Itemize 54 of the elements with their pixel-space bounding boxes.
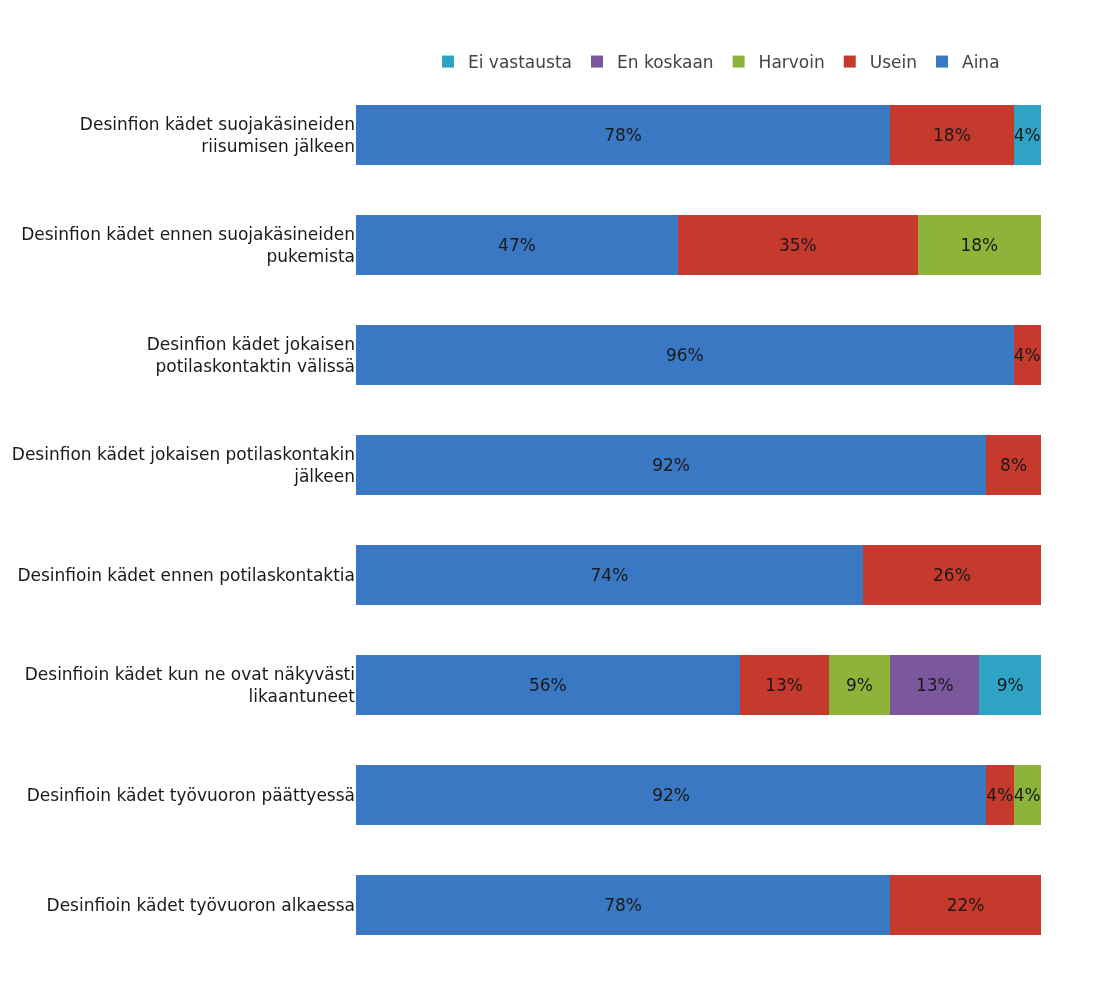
bar	[828, 654, 891, 716]
bar	[739, 654, 829, 716]
data-label: 18%	[933, 125, 971, 145]
data-label: 56%	[528, 675, 567, 695]
y-tick-label: Desinfion kädet jokaisen potilaskontaktin välissä	[146, 333, 355, 376]
y-tick-label: Desinfioin kädet työvuoron päättyessä	[26, 784, 355, 805]
data-label: 26%	[933, 565, 971, 585]
data-label: 18%	[960, 235, 999, 255]
bar	[356, 544, 863, 606]
data-label: 78%	[604, 125, 643, 145]
bar	[356, 764, 987, 826]
bar	[677, 214, 918, 276]
bar	[917, 214, 1041, 276]
data-label: 4%	[1013, 125, 1041, 145]
y-tick-label: Desinfioin kädet kun ne ovat näkyvästi likaantuneet	[24, 663, 356, 706]
legend-label: Usein	[869, 52, 918, 73]
y-tick-label: Desinfioin kädet työvuoron alkaessa	[46, 894, 355, 915]
data-label: 9%	[845, 675, 873, 695]
data-label: 8%	[1000, 455, 1028, 475]
data-label: 4%	[1013, 785, 1041, 805]
data-label: 74%	[590, 565, 629, 585]
bar	[890, 104, 1014, 166]
legend-label: Ei vastausta	[468, 52, 573, 73]
data-label: 22%	[946, 895, 985, 915]
y-tick-label: Desinfion kädet jokaisen potilaskontakin jälkeen	[11, 443, 355, 486]
bar	[862, 544, 1041, 606]
bar	[986, 764, 1014, 826]
bar	[890, 874, 1041, 936]
legend-label: Aina	[962, 52, 1000, 73]
y-tick-label: Desinfioin kädet ennen potilaskontaktia	[17, 564, 355, 585]
bar	[986, 434, 1041, 496]
y-tick-label: Desinfion kädet ennen suojakäsineiden pukemista	[21, 223, 355, 266]
legend-label: Harvoin	[758, 52, 825, 73]
data-label: 4%	[1013, 345, 1041, 365]
bar	[356, 874, 891, 936]
y-tick-label: Desinfion kädet suojakäsineiden riisumisen jälkeen	[79, 113, 355, 156]
data-label: 96%	[665, 345, 704, 365]
data-label: 13%	[915, 675, 954, 695]
data-label: 4%	[986, 785, 1014, 805]
legend-label: En koskaan	[617, 52, 714, 73]
bar	[979, 654, 1041, 716]
bar	[356, 214, 678, 276]
data-label: 35%	[778, 235, 817, 255]
data-label: 92%	[652, 785, 690, 805]
data-label: 47%	[498, 235, 536, 255]
data-label: 78%	[604, 895, 643, 915]
bar	[356, 324, 1014, 386]
bar	[356, 434, 987, 496]
bar	[356, 654, 740, 716]
bar	[890, 654, 980, 716]
data-label: 92%	[652, 455, 690, 475]
data-label: 13%	[765, 675, 803, 695]
bar	[356, 104, 891, 166]
data-label: 9%	[996, 675, 1024, 695]
